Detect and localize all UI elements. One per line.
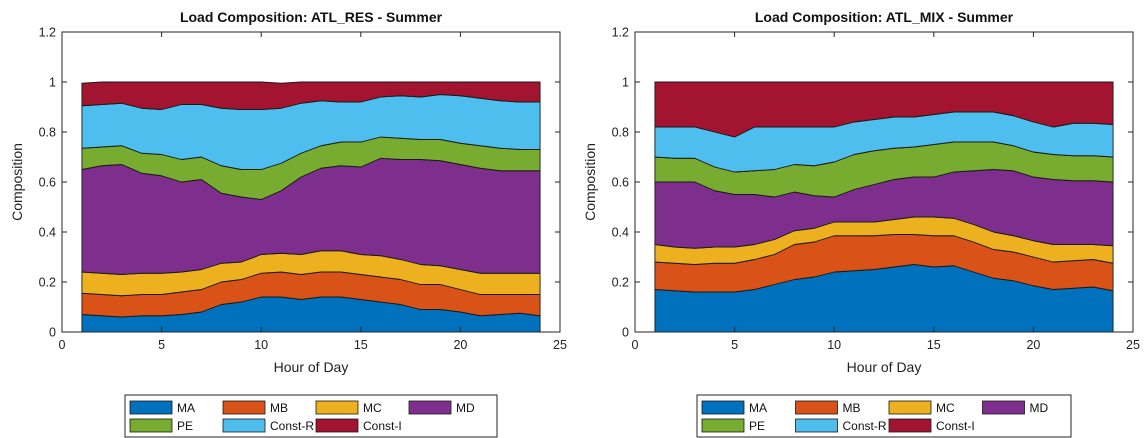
x-tick-label: 0 — [59, 338, 66, 352]
legend-label: Const-I — [363, 419, 402, 433]
x-tick-label: 15 — [927, 338, 941, 352]
y-tick-label: 0.4 — [612, 226, 629, 240]
legend-swatch — [701, 418, 745, 433]
y-tick-label: 0 — [49, 326, 56, 340]
legend: MA MB MC MD PE Const-R Const-I — [696, 394, 1072, 438]
y-tick-label: 1 — [622, 76, 629, 90]
legend-label: Const-I — [936, 419, 975, 433]
legend-item-pe: PE — [129, 418, 193, 433]
x-tick-label: 0 — [632, 338, 639, 352]
x-tick-label: 25 — [553, 338, 567, 352]
legend-label: Const-R — [843, 419, 887, 433]
legend-label: MD — [1030, 401, 1049, 415]
legend-item-const-r: Const-R — [795, 418, 887, 433]
legend-label: PE — [749, 419, 765, 433]
y-tick-label: 0.8 — [39, 126, 56, 140]
y-tick-label: 0.6 — [612, 176, 629, 190]
legend-swatch — [315, 418, 359, 433]
y-tick-label: 0.2 — [612, 276, 629, 290]
legend: MA MB MC MD PE Const-R Const-I — [124, 394, 498, 438]
legend-item-ma: MA — [129, 400, 195, 415]
legend-swatch — [888, 400, 932, 415]
legend-swatch — [888, 418, 932, 433]
legend-label: Const-R — [270, 419, 314, 433]
legend-item-const-i: Const-I — [315, 418, 402, 433]
chart-panel-2: 0 5 10 15 20 25 0 0.2 0.4 0.6 0.8 1 1.2 Load Composit… — [582, 9, 1140, 438]
legend-swatch — [701, 400, 745, 415]
legend-item-pe: PE — [701, 418, 765, 433]
legend-item-mc: MC — [315, 400, 382, 415]
x-axis-label: Hour of Day — [847, 359, 922, 375]
y-axis-label: Composition — [9, 143, 25, 221]
y-axis-label: Composition — [582, 143, 598, 221]
area-const-i — [81, 81, 541, 110]
legend-swatch — [795, 400, 838, 415]
legend-swatch — [982, 400, 1025, 415]
legend-swatch — [408, 400, 452, 415]
x-tick-label: 10 — [827, 338, 841, 352]
legend-swatch — [129, 400, 173, 415]
y-tick-label: 1 — [49, 76, 56, 90]
legend-item-mb: MB — [795, 400, 861, 415]
x-tick-label: 5 — [731, 338, 738, 352]
legend-item-mb: MB — [222, 400, 288, 415]
legend-swatch — [315, 400, 359, 415]
legend-swatch — [222, 418, 266, 433]
y-tick-label: 0.8 — [612, 126, 629, 140]
legend-label: PE — [177, 419, 193, 433]
x-tick-label: 10 — [254, 338, 268, 352]
legend-swatch — [795, 418, 838, 433]
legend-label: MB — [843, 401, 861, 415]
legend-item-const-i: Const-I — [888, 418, 975, 433]
y-tick-label: 0.6 — [39, 176, 56, 190]
legend-item-ma: MA — [701, 400, 767, 415]
legend-label: MA — [177, 401, 195, 415]
legend-label: MC — [936, 401, 955, 415]
y-tick-label: 1.2 — [612, 26, 629, 40]
x-axis-label: Hour of Day — [274, 359, 349, 375]
y-tick-label: 0.2 — [39, 276, 56, 290]
legend-item-md: MD — [982, 400, 1049, 415]
chart-panel-1: 0 5 10 15 20 25 0 0.2 0.4 0.6 0.8 1 1.2 Load Composit… — [9, 9, 567, 438]
legend-label: MC — [363, 401, 382, 415]
legend-label: MA — [749, 401, 767, 415]
legend-label: MB — [270, 401, 288, 415]
chart-title: Load Composition: ATL_RES - Summer — [180, 9, 443, 25]
legend-label: MD — [456, 401, 475, 415]
y-tick-label: 0 — [622, 326, 629, 340]
x-tick-label: 15 — [354, 338, 368, 352]
legend-item-mc: MC — [888, 400, 955, 415]
legend-item-const-r: Const-R — [222, 418, 314, 433]
y-tick-label: 0.4 — [39, 226, 56, 240]
legend-item-md: MD — [408, 400, 475, 415]
y-tick-label: 1.2 — [39, 26, 56, 40]
x-tick-label: 20 — [453, 338, 467, 352]
legend-swatch — [129, 418, 173, 433]
x-tick-label: 20 — [1026, 338, 1040, 352]
legend-swatch — [222, 400, 266, 415]
area-const-i — [654, 81, 1114, 138]
x-tick-label: 5 — [158, 338, 165, 352]
chart-title: Load Composition: ATL_MIX - Summer — [755, 9, 1014, 25]
x-tick-label: 25 — [1126, 338, 1140, 352]
